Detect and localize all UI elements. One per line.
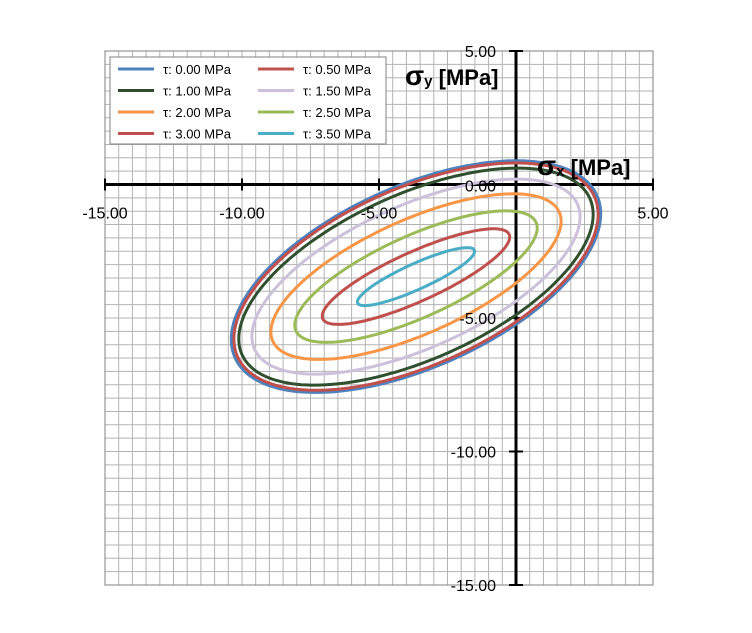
y-tick-label: 0.00: [465, 179, 496, 196]
legend-label: τ: 0.50 MPa: [303, 62, 372, 77]
x-tick-label: -10.00: [219, 206, 264, 223]
y-axis-title-sub: y: [424, 73, 433, 90]
y-tick-label: -15.00: [451, 578, 496, 595]
legend-label: τ: 2.50 MPa: [303, 105, 372, 120]
legend-label: τ: 2.00 MPa: [163, 105, 232, 120]
y-tick-label: -5.00: [460, 311, 497, 328]
series-line: [232, 161, 600, 392]
series-line: [293, 209, 539, 344]
y-axis-title-unit: [MPa]: [433, 65, 499, 90]
y-tick-label: 5.00: [465, 44, 496, 61]
series-line: [355, 246, 477, 308]
series-line: [229, 159, 603, 394]
x-axis-title-symbol: σ: [537, 150, 556, 181]
legend-label: τ: 1.50 MPa: [303, 84, 372, 99]
legend-label: τ: 1.00 MPa: [163, 84, 232, 99]
x-tick-label: 5.00: [637, 206, 668, 223]
x-axis-title-unit: [MPa]: [565, 155, 631, 180]
x-tick-label: -15.00: [82, 206, 127, 223]
series-layer: [229, 159, 603, 394]
series-line: [320, 227, 512, 326]
legend-label: τ: 0.00 MPa: [163, 62, 232, 77]
x-axis-title: σx [MPa]: [537, 150, 631, 181]
legend-box: [109, 56, 387, 145]
legend-label: τ: 3.00 MPa: [163, 127, 232, 142]
series-line: [237, 166, 595, 387]
legend-items: τ: 0.00 MPa τ: 0.50 MPa τ: 1.00 MPa τ: 1.50…: [118, 62, 372, 142]
axes: [104, 50, 654, 586]
tick-labels: -15.00 -10.00 -5.00 5.00 -15.00 -10.00 -5.00 0.…: [82, 44, 668, 595]
plot-border: [104, 50, 654, 586]
x-tick-label: -5.00: [361, 206, 398, 223]
legend-label: τ: 3.50 MPa: [303, 127, 372, 142]
legend: τ: 0.00 MPa τ: 0.50 MPa τ: 1.00 MPa τ: 1.50…: [109, 56, 387, 145]
series-line: [269, 192, 563, 361]
y-tick-label: -10.00: [451, 445, 496, 462]
y-axis-title: σy [MPa]: [405, 60, 499, 91]
series-line: [250, 177, 582, 376]
y-axis-title-symbol: σ: [405, 60, 424, 91]
x-axis-title-sub: x: [556, 163, 565, 180]
